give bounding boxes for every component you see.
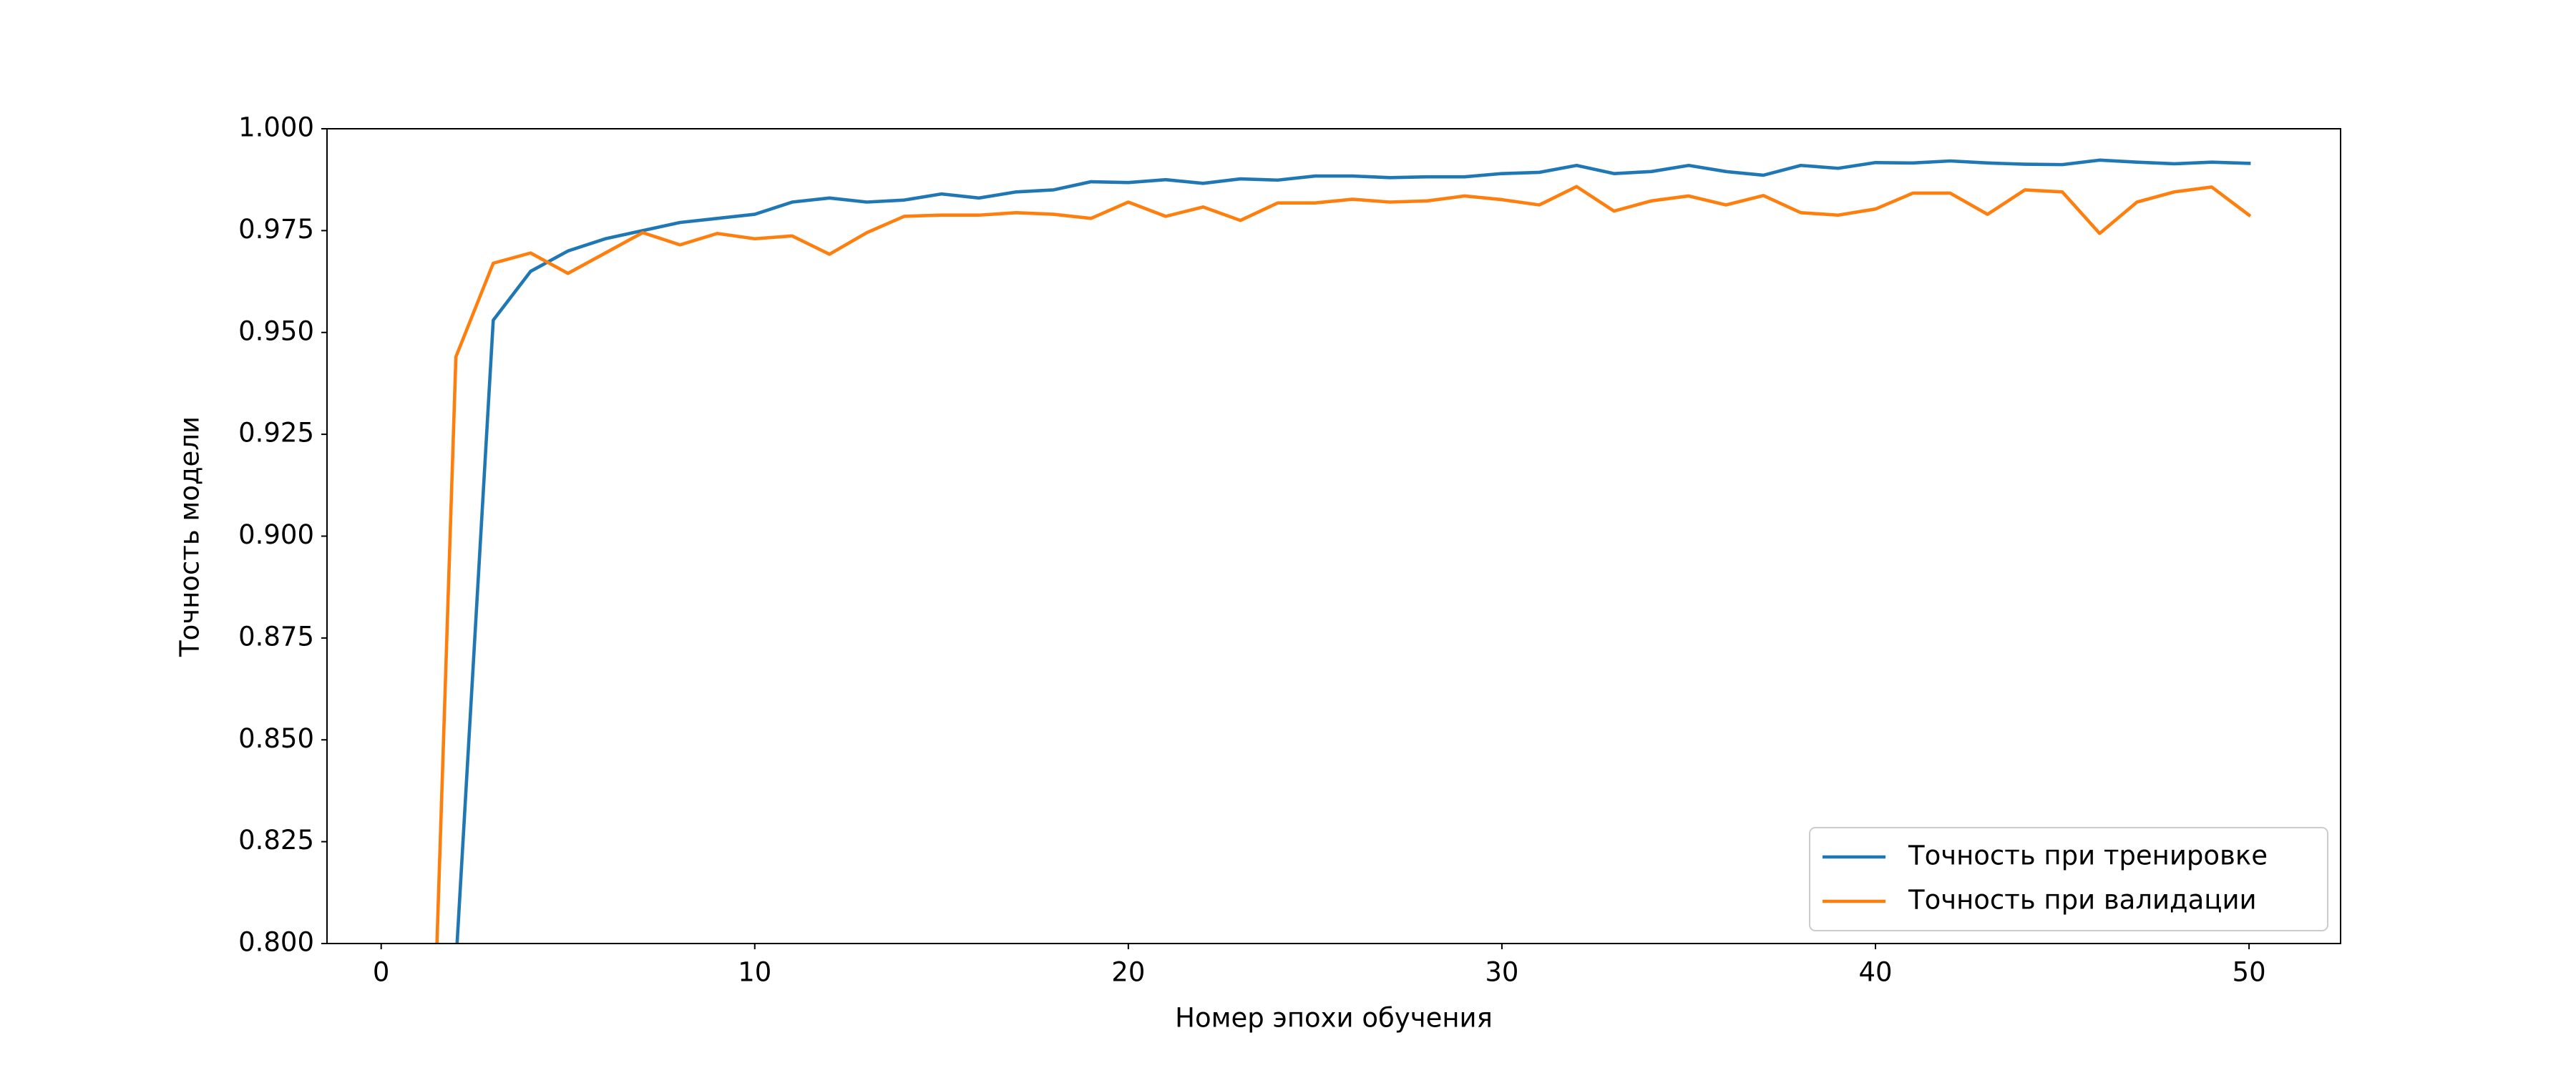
y-tick-label: 0.825 — [238, 825, 314, 856]
legend-label: Точность при валидации — [1908, 885, 2257, 916]
data-line — [455, 158, 2251, 944]
data-line — [435, 185, 2252, 944]
y-tick-label: 0.975 — [238, 214, 314, 245]
x-tick-label: 40 — [1858, 957, 1892, 988]
x-tick-label: 10 — [738, 957, 771, 988]
y-tick-label: 0.950 — [238, 315, 314, 346]
x-tick-label: 30 — [1485, 957, 1518, 988]
x-tick-label: 50 — [2233, 957, 2266, 988]
x-tick-label: 20 — [1111, 957, 1145, 988]
y-tick-label: 0.925 — [238, 418, 314, 449]
axes-frame — [326, 128, 2341, 944]
plot-area — [435, 158, 2252, 944]
y-tick-label: 0.800 — [238, 927, 314, 958]
y-tick-label: 1.000 — [238, 112, 314, 143]
legend-label: Точность при тренировке — [1908, 841, 2268, 871]
y-tick-label: 0.900 — [238, 519, 314, 550]
x-axis-label: Номер эпохи обучения — [1175, 1003, 1493, 1034]
legend-box — [1809, 827, 2328, 931]
y-tick-label: 0.875 — [238, 621, 314, 652]
y-axis-label: Точность модели — [175, 416, 205, 657]
x-tick-label: 0 — [373, 957, 390, 988]
y-tick-label: 0.850 — [238, 723, 314, 754]
